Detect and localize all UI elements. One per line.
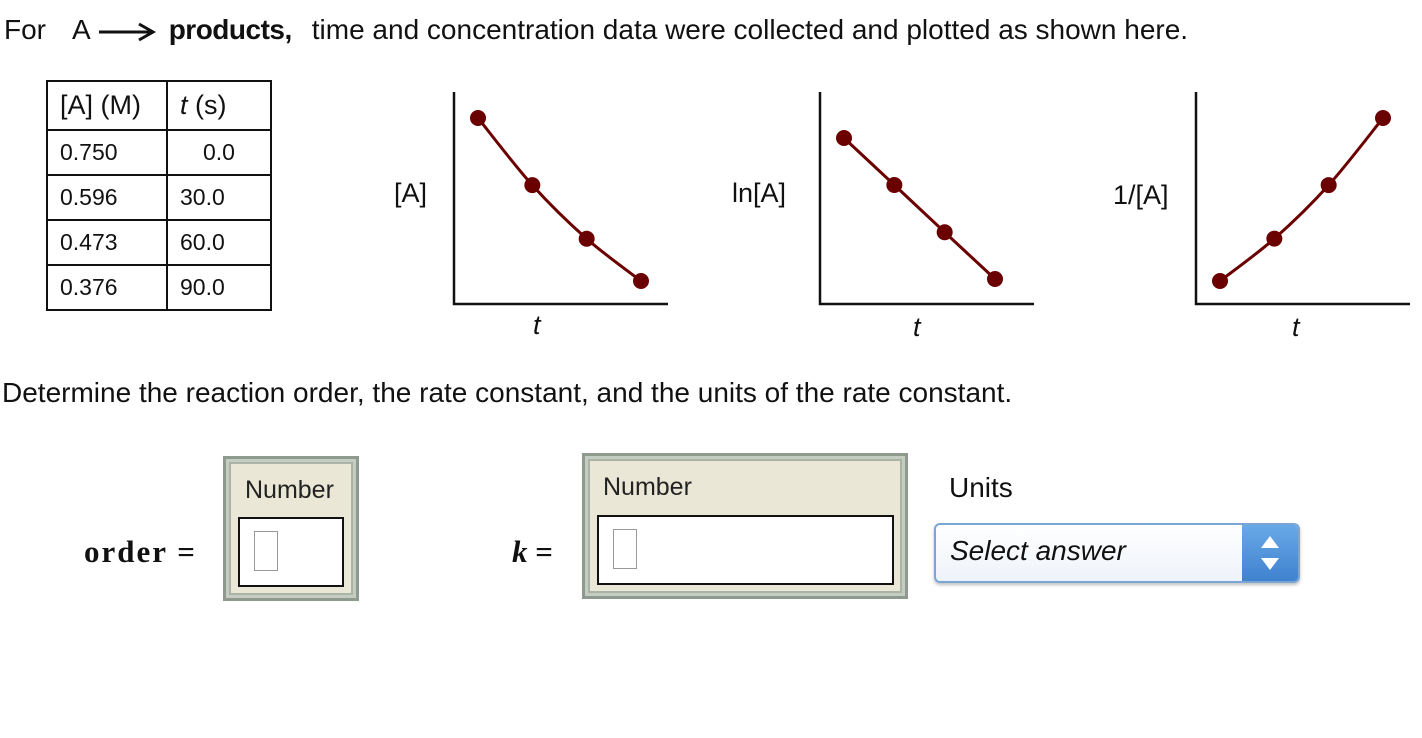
table-row: 0.596 30.0 (46, 174, 272, 221)
plot-1-point-0 (836, 130, 852, 146)
k-label: k = (512, 534, 553, 570)
table-row: 0.750 0.0 (46, 129, 272, 176)
prompt-for: For (4, 14, 46, 45)
reaction-arrow-icon (98, 22, 156, 41)
units-select[interactable]: Select answer (934, 523, 1300, 583)
plot-1-ylabel: ln[A] (732, 178, 787, 208)
order-number-caption: Number (245, 476, 334, 504)
plot-2-xlabel: t (1292, 312, 1300, 342)
reactant-label: A (72, 14, 91, 45)
k-symbol: k (512, 534, 528, 569)
order-input[interactable] (238, 517, 344, 587)
table-cell-time: 30.0 (166, 174, 272, 221)
order-input-cursor (254, 531, 278, 571)
table-cell-concentration: 0.376 (46, 264, 168, 311)
prompt-text: time and concentration data were collect… (311, 14, 1189, 45)
k-input-cursor (613, 529, 637, 569)
table-cell-concentration: 0.596 (46, 174, 168, 221)
chevron-down-icon (1261, 558, 1279, 570)
k-equals: = (527, 534, 553, 569)
k-number-caption: Number (603, 473, 692, 501)
plot-2-series-line (1219, 117, 1385, 283)
question-text: Determine the reaction order, the rate c… (2, 377, 1013, 408)
plot-0-point-1 (524, 177, 541, 194)
plot-2-point-2 (1320, 177, 1337, 194)
plot-0-point-2 (578, 230, 595, 247)
k-answer-box: Number (582, 453, 908, 599)
plot-0-point-3 (633, 273, 649, 289)
plot-1-point-3 (987, 271, 1003, 287)
plots-canvas (452, 92, 1410, 306)
plot-1-series-line (842, 136, 997, 281)
plot-1-axes (818, 92, 1034, 306)
header-concentration: [A] (M) (46, 80, 168, 131)
plot-0-xlabel: t (533, 310, 541, 340)
table-cell-time: 90.0 (166, 264, 272, 311)
plot-2-point-3 (1375, 110, 1391, 126)
table-row: 0.376 90.0 (46, 264, 272, 311)
order-label: order = (84, 534, 197, 569)
plot-0-point-0 (470, 110, 486, 126)
plot-2-point-1 (1266, 230, 1283, 247)
plot-1-point-2 (936, 224, 953, 241)
plot-concentration-vs-time (452, 92, 668, 306)
order-answer-box: Number (223, 456, 359, 601)
table-cell-time: 0.0 (166, 129, 272, 176)
header-time-unit: (s) (187, 90, 227, 120)
concentration-time-table: [A] (M) t (s) 0.750 0.0 0.596 30.0 0.473… (46, 80, 272, 311)
plot-inverse-concentration-vs-time (1194, 92, 1410, 306)
plot-2-axes (1194, 92, 1410, 306)
plot-1-point-1 (886, 177, 903, 193)
plot-2-point-0 (1212, 273, 1228, 289)
table-row: 0.473 60.0 (46, 219, 272, 266)
plot-1-xlabel: t (913, 312, 921, 342)
table-cell-concentration: 0.750 (46, 129, 168, 176)
plot-2-ylabel: 1/[A] (1113, 180, 1169, 210)
products-label: products, (168, 14, 293, 45)
plot-0-axes (452, 92, 668, 306)
units-label: Units (949, 472, 1013, 503)
plot-ln-concentration-vs-time (818, 92, 1034, 306)
header-time: t (s) (166, 80, 272, 131)
k-input[interactable] (597, 515, 894, 585)
table-cell-time: 60.0 (166, 219, 272, 266)
header-time-symbol: t (180, 90, 188, 120)
table-cell-concentration: 0.473 (46, 219, 168, 266)
plot-0-ylabel: [A] (394, 178, 428, 208)
units-select-value: Select answer (950, 535, 1126, 566)
plot-0-series-line (476, 117, 642, 283)
chevron-up-icon (1261, 536, 1279, 548)
select-arrows-icon[interactable] (1242, 525, 1298, 581)
table-header-row: [A] (M) t (s) (46, 80, 272, 131)
